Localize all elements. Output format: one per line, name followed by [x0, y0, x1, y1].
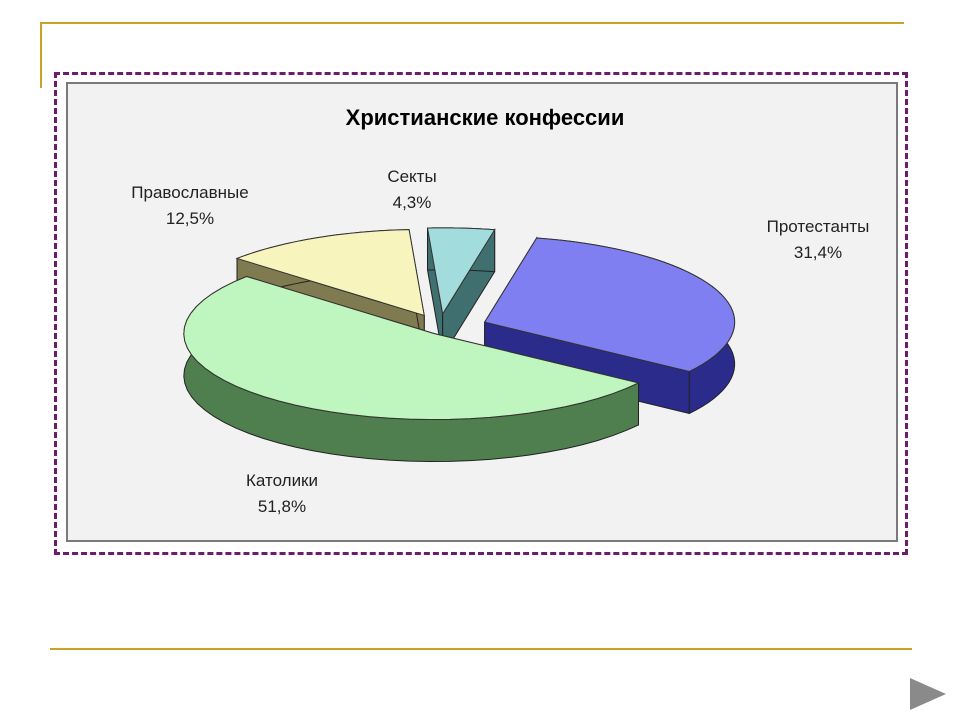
chart-title: Христианские конфессии: [346, 105, 625, 130]
slice-value-label: 4,3%: [393, 193, 432, 212]
top-accent-line: [40, 22, 904, 24]
slice-top: [483, 237, 736, 372]
slice-top: [235, 229, 425, 317]
slice-value-label: 31,4%: [794, 243, 842, 262]
dashed-frame: [54, 72, 908, 555]
slice-category-label: Православные: [131, 183, 248, 202]
slice-top: [183, 275, 641, 421]
slice-value-label: 12,5%: [166, 209, 214, 228]
slice-top: [426, 227, 496, 316]
slice-4: [426, 227, 496, 358]
left-accent-line: [40, 22, 42, 88]
slice-category-label: Католики: [246, 471, 318, 490]
next-slide-icon[interactable]: [908, 676, 948, 712]
slice-2: [183, 275, 641, 463]
slice-value-label: 51,8%: [258, 497, 306, 516]
slice-category-label: Протестанты: [767, 217, 870, 236]
bottom-accent-line: [50, 648, 912, 650]
slice-labels: Протестанты 31,4% Католики 51,8% Православны…: [131, 167, 869, 516]
pie-slices: [183, 227, 736, 463]
slice-category-label: Секты: [387, 167, 436, 186]
